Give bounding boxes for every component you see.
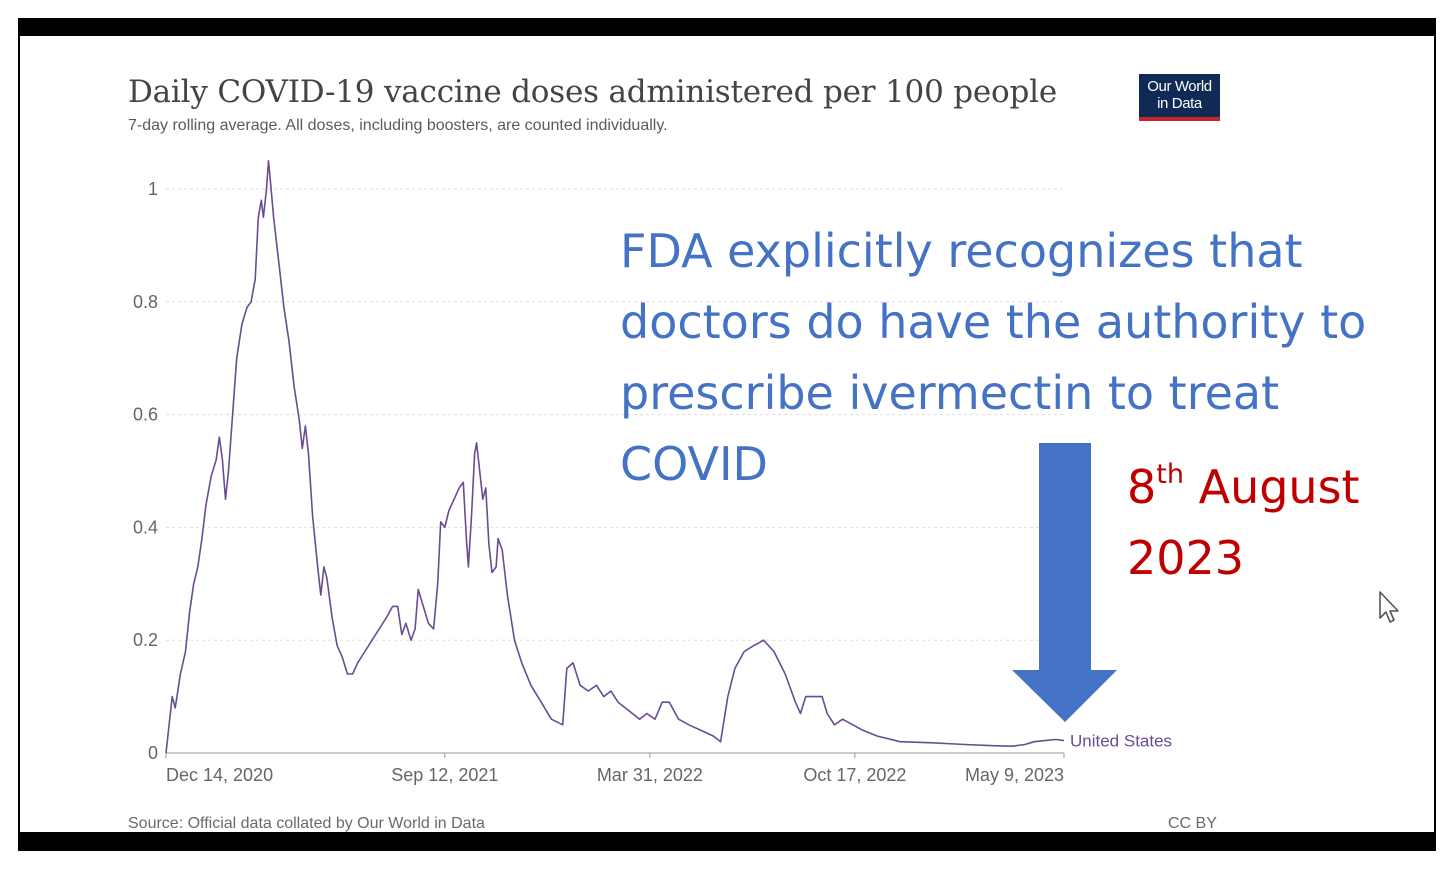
video-frame-top-bar (18, 18, 1436, 36)
chart-license[interactable]: CC BY (1168, 815, 1217, 832)
video-frame-right-edge (1434, 18, 1436, 851)
date-suffix: th (1156, 459, 1184, 490)
y-tick-label: 0.4 (133, 517, 158, 537)
logo-line-1: Our World (1147, 78, 1212, 95)
chart-title: Daily COVID-19 vaccine doses administere… (128, 74, 1058, 110)
y-tick-label: 0.2 (133, 630, 158, 650)
series-label: United States (1070, 732, 1172, 751)
video-frame-bottom-bar (18, 832, 1436, 851)
mouse-cursor-icon (1379, 591, 1399, 623)
x-tick-label: Mar 31, 2022 (597, 765, 703, 785)
series-line (165, 160, 1065, 754)
video-frame-left-edge (18, 18, 20, 851)
logo-line-2: in Data (1157, 95, 1202, 112)
x-tick-label: May 9, 2023 (965, 765, 1064, 785)
chart-source[interactable]: Source: Official data collated by Our Wo… (128, 815, 485, 832)
down-arrow-icon (1012, 443, 1117, 722)
annotation-text: FDA explicitly recognizes that doctors d… (620, 224, 1367, 491)
our-world-in-data-logo[interactable]: Our World in Data (1139, 74, 1220, 121)
date-day: 8 (1127, 460, 1157, 514)
x-tick-label: Dec 14, 2020 (166, 765, 273, 785)
annotation-date: 8th August 2023 (1127, 452, 1427, 594)
y-tick-label: 0 (148, 743, 158, 763)
y-tick-label: 0.8 (133, 292, 158, 312)
y-tick-label: 0.6 (133, 405, 158, 425)
date-year: 2023 (1127, 531, 1245, 585)
x-tick-label: Sep 12, 2021 (391, 765, 498, 785)
y-tick-label: 1 (148, 179, 158, 199)
date-month: August (1198, 460, 1360, 514)
chart-subtitle: 7-day rolling average. All doses, includ… (128, 117, 668, 134)
x-tick-label: Oct 17, 2022 (803, 765, 906, 785)
